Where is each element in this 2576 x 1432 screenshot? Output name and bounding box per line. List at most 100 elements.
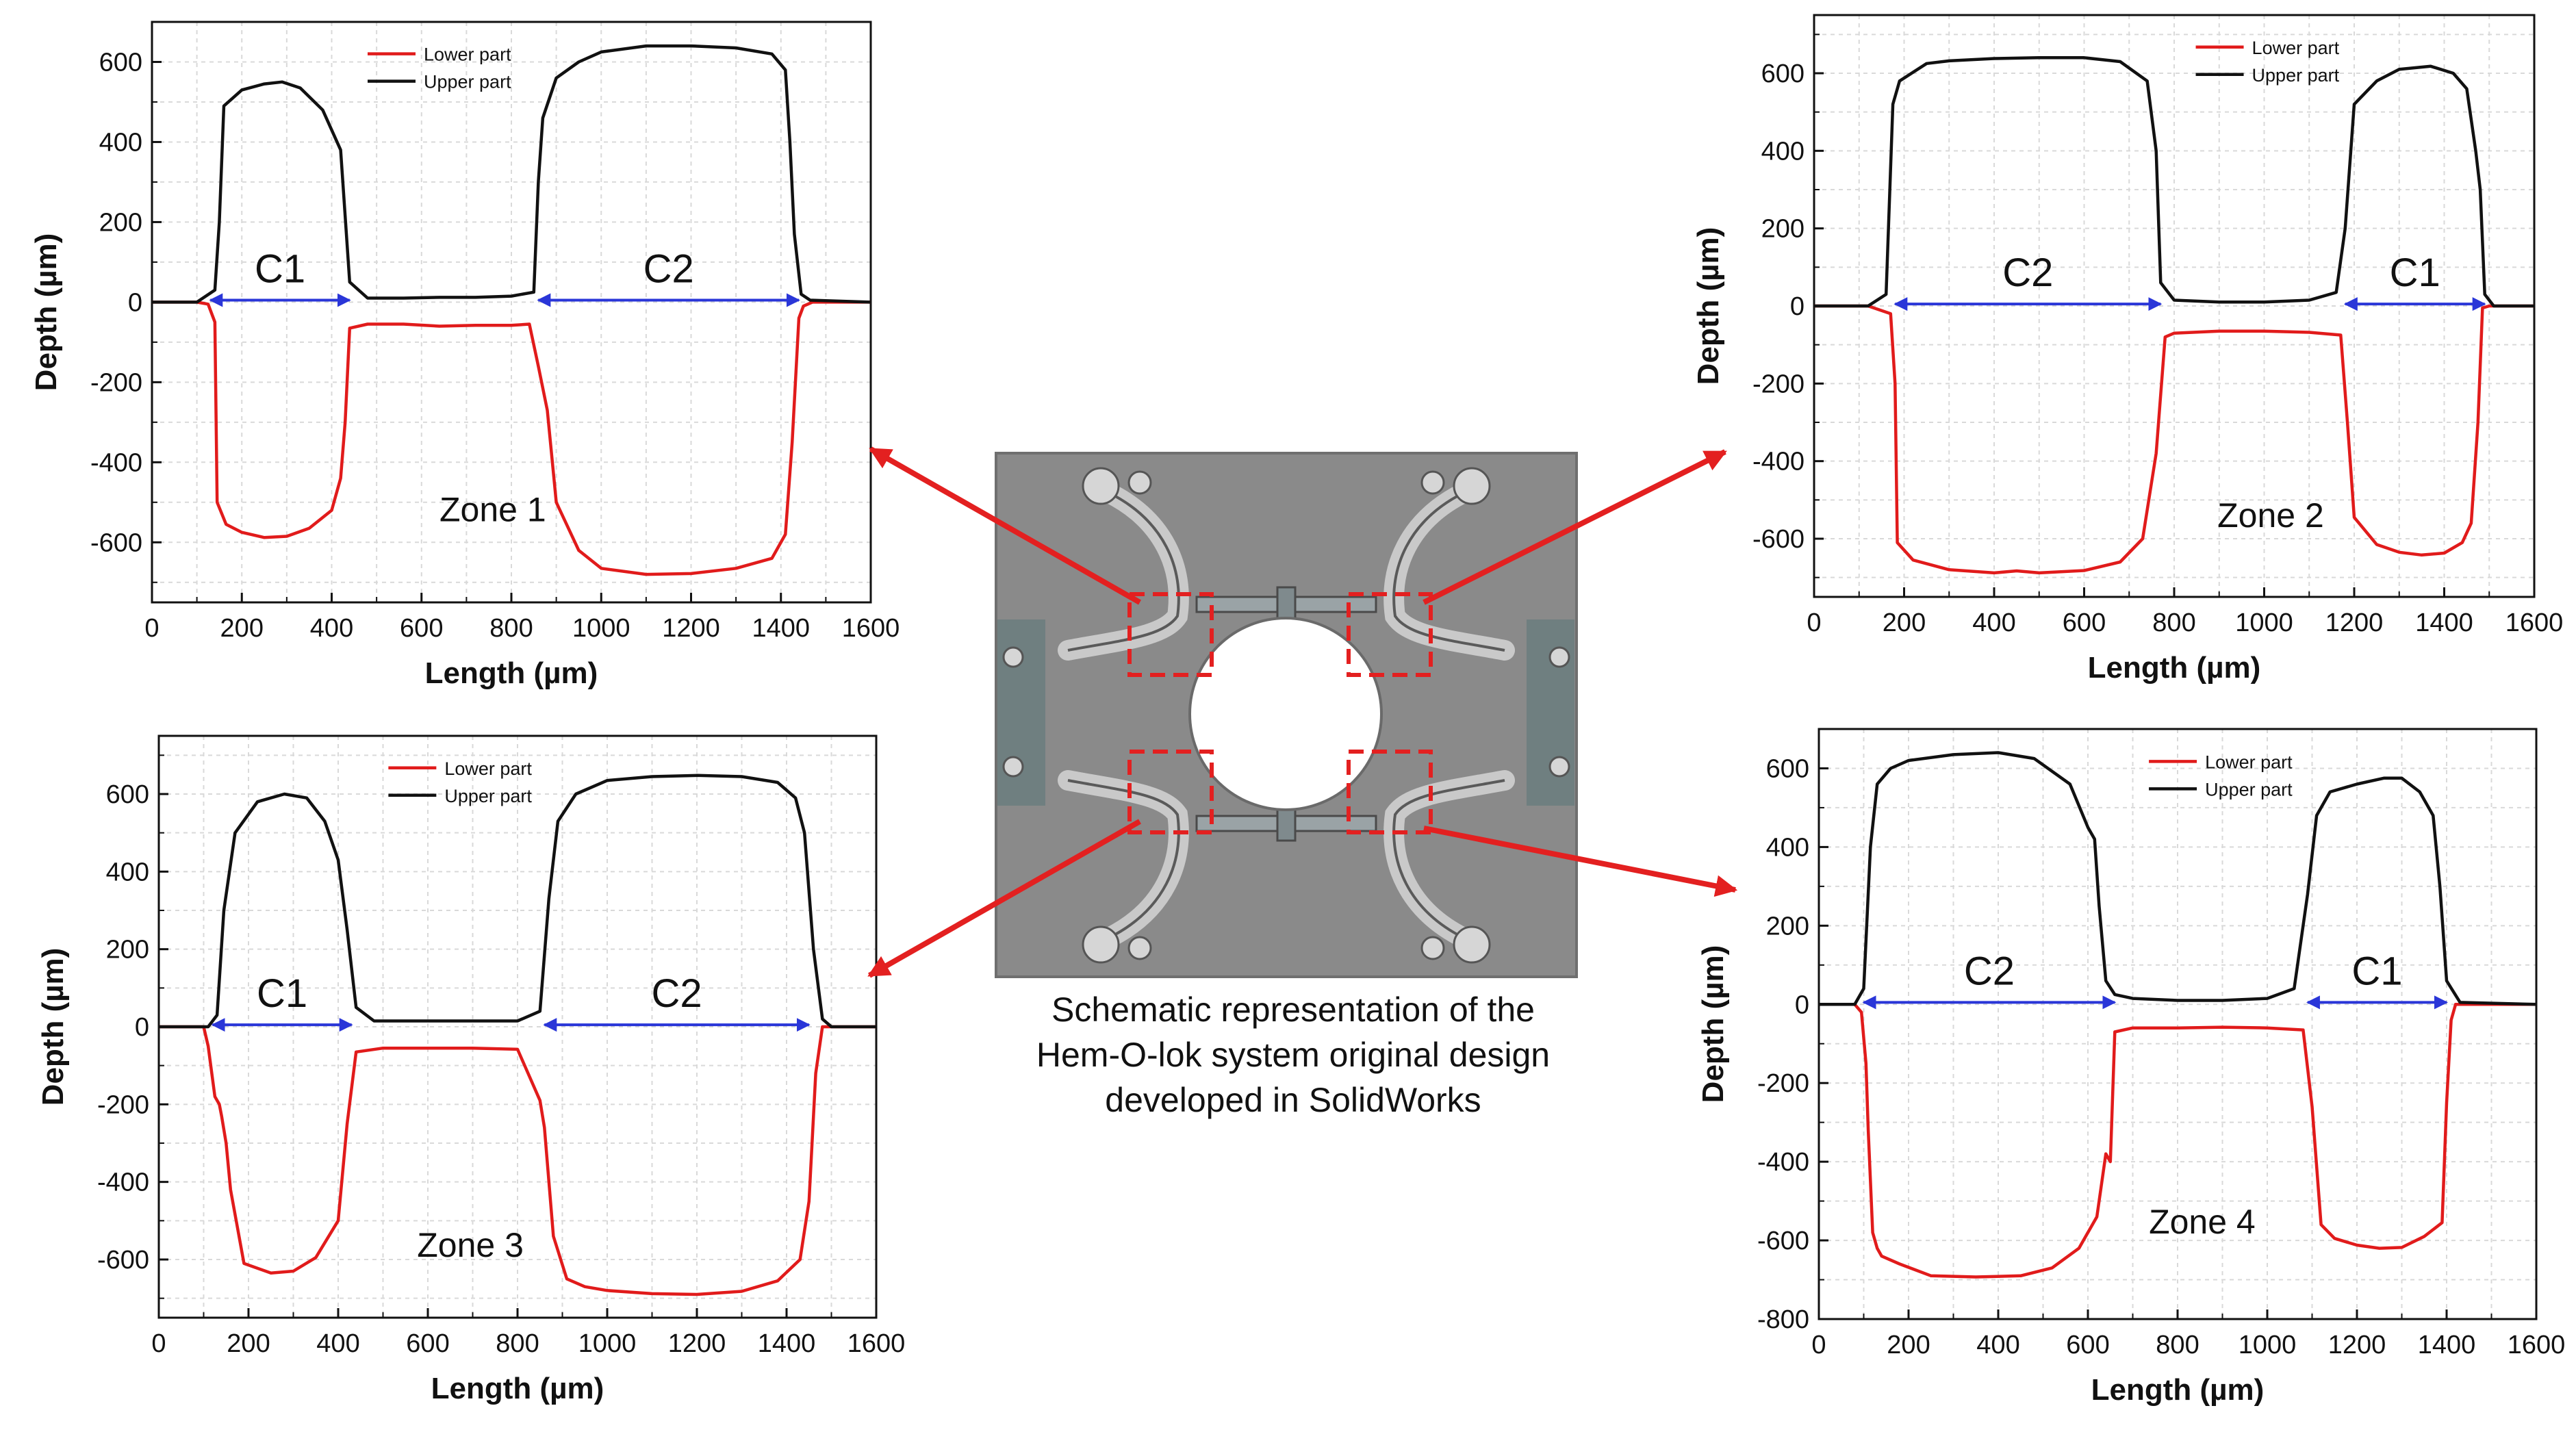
series-line-upper-part xyxy=(152,44,871,304)
legend-label: Lower part xyxy=(424,44,511,65)
y-tick-label: 400 xyxy=(1761,137,1805,166)
x-axis-title: Length (µm) xyxy=(2088,651,2261,685)
y-tick-label: -800 xyxy=(1757,1305,1809,1334)
y-tick-label: 0 xyxy=(1795,990,1809,1019)
x-tick-label: 1400 xyxy=(2418,1331,2476,1359)
x-tick-label: 1400 xyxy=(758,1329,816,1358)
y-tick-label: 600 xyxy=(106,780,149,809)
caption-line-3: developed in SolidWorks xyxy=(1105,1081,1481,1119)
x-tick-label: 600 xyxy=(2063,609,2106,637)
series-line-lower-part xyxy=(1814,304,2534,575)
caption-line-2: Hem-O-lok system original design xyxy=(1036,1036,1550,1074)
x-tick-label: 600 xyxy=(2066,1331,2109,1359)
legend-label: Upper part xyxy=(2252,65,2340,86)
zone-label: Zone 1 xyxy=(439,490,546,528)
x-tick-label: 600 xyxy=(400,614,443,643)
x-tick-label: 0 xyxy=(1807,609,1821,637)
x-tick-label: 1200 xyxy=(668,1329,726,1358)
y-tick-label: -200 xyxy=(90,368,142,397)
legend-label: Upper part xyxy=(2205,779,2293,800)
y-tick-label: 400 xyxy=(99,128,142,157)
x-tick-label: 1200 xyxy=(2325,609,2384,637)
legend: Lower part Upper part xyxy=(368,44,511,92)
y-tick-label: -200 xyxy=(1752,370,1805,398)
callout-arrows xyxy=(867,446,1738,978)
callout-arrow-zone-2 xyxy=(1423,449,1727,605)
y-axis-title: Depth (µm) xyxy=(36,948,70,1106)
legend-label: Lower part xyxy=(2205,752,2293,772)
x-tick-label: 400 xyxy=(316,1329,359,1358)
x-tick-label: 0 xyxy=(1811,1331,1826,1359)
y-axis-title: Depth (µm) xyxy=(29,233,63,392)
callout-arrow-zone-4 xyxy=(1423,826,1738,897)
x-tick-label: 1200 xyxy=(662,614,720,643)
span-label-c1: C1 xyxy=(255,246,305,291)
series-line-lower-part xyxy=(1819,1003,2536,1279)
x-tick-label: 200 xyxy=(227,1329,270,1358)
y-tick-label: -600 xyxy=(90,528,142,557)
x-axis-title: Length (µm) xyxy=(425,656,598,690)
chart-zone-4: 0 200 400 600 800 1000 1200 1400 1600 -800 -600 -40… xyxy=(1696,728,2566,1407)
legend-label: Upper part xyxy=(424,72,511,92)
chart-zone-1: 0 200 400 600 800 1000 1200 1400 1600 -600 -400 -20… xyxy=(29,21,900,690)
span-label-c1: C1 xyxy=(2351,949,2402,993)
chart-zone-2: 0 200 400 600 800 1000 1200 1400 1600 -600 -400 -20… xyxy=(1692,14,2564,685)
x-tick-label: 1600 xyxy=(842,614,900,643)
y-axis-title: Depth (µm) xyxy=(1692,227,1725,385)
x-tick-label: 800 xyxy=(489,614,533,643)
legend-label: Lower part xyxy=(444,758,532,779)
x-tick-label: 800 xyxy=(496,1329,539,1358)
y-axis-title: Depth (µm) xyxy=(1696,945,1730,1103)
span-label-c2: C2 xyxy=(1964,949,2015,993)
series-line-upper-part xyxy=(1814,56,2534,308)
span-label-c2: C2 xyxy=(2002,251,2053,295)
series-line-upper-part xyxy=(1819,751,2537,1006)
span-label-c1: C1 xyxy=(2390,251,2440,295)
hem-o-lok-schematic xyxy=(995,452,1578,978)
x-tick-label: 400 xyxy=(1976,1331,2019,1359)
series-line-lower-part xyxy=(159,1025,876,1296)
span-label-c2: C2 xyxy=(643,246,694,291)
legend: Lower part Upper part xyxy=(388,758,532,806)
x-tick-label: 1000 xyxy=(2235,609,2293,637)
x-tick-label: 400 xyxy=(1972,609,2015,637)
schematic-caption: Schematic representation of the Hem-O-lo… xyxy=(1036,990,1550,1119)
y-tick-label: 200 xyxy=(1761,215,1805,244)
y-tick-label: 200 xyxy=(106,936,149,964)
grid xyxy=(1813,15,2535,597)
x-tick-label: 0 xyxy=(144,614,159,643)
x-tick-label: 800 xyxy=(2156,1331,2199,1359)
x-tick-label: 1400 xyxy=(752,614,810,643)
y-tick-label: 0 xyxy=(135,1013,149,1042)
y-tick-label: -400 xyxy=(1752,448,1805,476)
x-tick-label: 1200 xyxy=(2328,1331,2386,1359)
zone-label: Zone 3 xyxy=(417,1226,524,1264)
y-tick-label: -600 xyxy=(1752,525,1805,554)
x-tick-label: 1600 xyxy=(2505,609,2564,637)
zone-label: Zone 4 xyxy=(2149,1203,2256,1241)
x-tick-label: 600 xyxy=(406,1329,449,1358)
y-tick-label: -400 xyxy=(90,448,142,477)
y-tick-label: -200 xyxy=(1757,1069,1809,1098)
x-tick-label: 200 xyxy=(1883,609,1926,637)
x-tick-label: 1600 xyxy=(2508,1331,2566,1359)
legend: Lower part Upper part xyxy=(2149,752,2293,800)
x-tick-label: 200 xyxy=(1887,1331,1930,1359)
y-tick-label: 400 xyxy=(106,858,149,886)
span-label-c2: C2 xyxy=(651,971,702,1016)
x-axis-title: Length (µm) xyxy=(431,1372,604,1405)
y-tick-label: -400 xyxy=(97,1168,149,1197)
series-line-lower-part xyxy=(152,301,871,576)
y-tick-label: 400 xyxy=(1766,833,1809,862)
x-tick-label: 800 xyxy=(2152,609,2195,637)
x-tick-label: 0 xyxy=(151,1329,166,1358)
legend-label: Lower part xyxy=(2252,38,2340,58)
x-tick-label: 1400 xyxy=(2415,609,2473,637)
x-tick-label: 1000 xyxy=(572,614,630,643)
y-tick-label: 600 xyxy=(1766,754,1809,783)
x-tick-label: 1000 xyxy=(578,1329,637,1358)
y-tick-label: 600 xyxy=(99,48,142,77)
x-tick-label: 400 xyxy=(310,614,353,643)
chart-zone-3: 0 200 400 600 800 1000 1200 1400 1600 -600 -400 -20… xyxy=(36,734,905,1405)
legend: Lower part Upper part xyxy=(2195,38,2340,86)
